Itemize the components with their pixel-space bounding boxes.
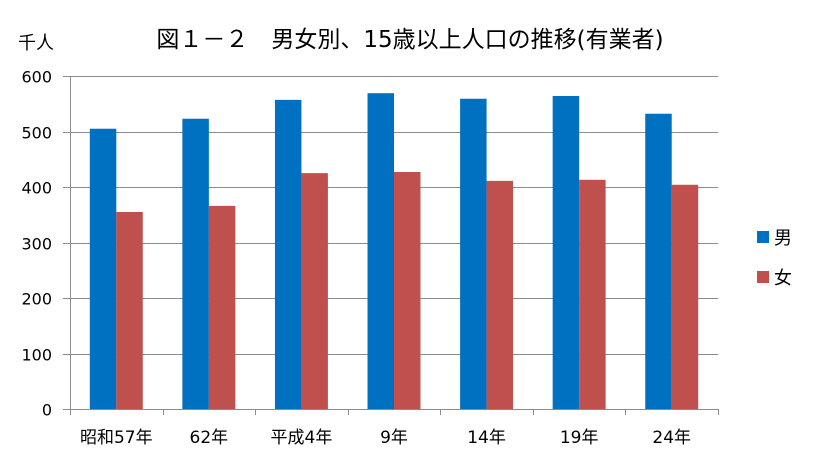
bar-series-1-category-3 xyxy=(274,99,302,410)
legend-label-series-2: 女 xyxy=(774,268,792,289)
x-tick-label: 19年 xyxy=(560,428,599,448)
y-tick-label: 100 xyxy=(21,346,52,365)
y-axis-unit-label: 千人 xyxy=(18,33,54,54)
bar-series-1-category-5 xyxy=(460,98,487,409)
x-tick-label: 平成4年 xyxy=(271,428,333,448)
y-tick-label: 400 xyxy=(21,179,52,198)
y-tick-label: 300 xyxy=(21,235,52,254)
bar-series-1-category-1 xyxy=(89,128,117,410)
chart-title: 図１－２ 男女別、15歳以上人口の推移(有業者) xyxy=(156,27,663,53)
bar-series-2-category-7 xyxy=(671,184,699,409)
y-tick-label: 600 xyxy=(21,68,52,87)
bars xyxy=(89,93,699,410)
bar-series-1-category-2 xyxy=(182,118,209,410)
legend-swatch-series-1 xyxy=(757,231,769,243)
x-tick-label: 昭和57年 xyxy=(80,428,153,448)
tick-labels: 0 100 200 300 400 500 600 昭和57年 62年 平成4年 9年 14年 19年 2… xyxy=(21,68,691,449)
bar-series-2-category-6 xyxy=(579,179,606,409)
bar-series-2-category-1 xyxy=(116,211,143,409)
y-tick-label: 0 xyxy=(42,401,52,420)
bar-series-2-category-2 xyxy=(208,205,236,409)
x-tick-label: 62年 xyxy=(190,428,229,448)
y-tick-label: 500 xyxy=(21,124,52,143)
x-tick-label: 24年 xyxy=(652,428,691,448)
bar-series-1-category-4 xyxy=(367,93,394,409)
bar-series-1-category-7 xyxy=(645,113,672,410)
legend-label-series-1: 男 xyxy=(774,228,792,249)
y-tick-label: 200 xyxy=(21,290,52,309)
legend: 男女 xyxy=(757,228,792,289)
axes xyxy=(63,76,719,415)
bar-series-2-category-3 xyxy=(301,173,328,410)
bar-series-1-category-6 xyxy=(552,95,580,409)
legend-swatch-series-2 xyxy=(757,271,769,283)
bar-series-2-category-4 xyxy=(394,172,421,409)
bar-series-2-category-5 xyxy=(486,180,514,409)
x-tick-label: 14年 xyxy=(467,428,506,448)
x-tick-label: 9年 xyxy=(380,428,408,448)
